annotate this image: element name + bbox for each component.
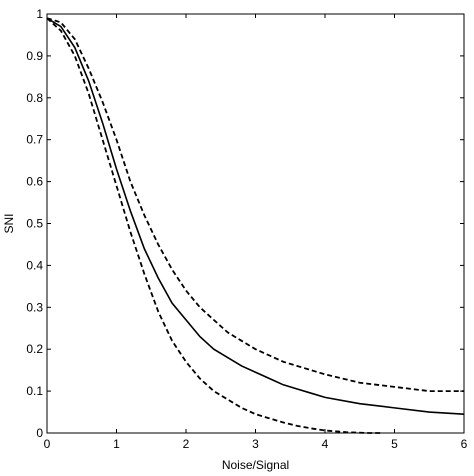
- series-line-1-solid: [46, 17, 465, 415]
- y-tick-label: 0.9: [26, 49, 43, 63]
- x-tick-label: 1: [113, 437, 120, 451]
- x-tick-label: 4: [322, 437, 329, 451]
- x-tick-label: 2: [183, 437, 190, 451]
- plot-area: [47, 14, 464, 433]
- x-tick-label: 5: [391, 437, 398, 451]
- y-tick-label: 1: [36, 7, 43, 21]
- axes: 0 1 2 3 4 5 6 0 0.1 0.2 0.3 0.4 0.5 0.6 0.7 0.8 0.9 1: [26, 7, 467, 451]
- x-tick-label: 0: [44, 437, 51, 451]
- x-tick-label: 3: [252, 437, 259, 451]
- y-axis-title: SNI: [2, 213, 16, 233]
- y-tick-label: 0.7: [26, 133, 43, 147]
- y-tick-label: 0.5: [26, 217, 43, 231]
- y-tick-label: 0.2: [26, 342, 43, 356]
- x-tick-label: 6: [461, 437, 468, 451]
- y-tick-label: 0.6: [26, 175, 43, 189]
- y-tick-label: 0.8: [26, 91, 43, 105]
- y-tick-label: 0: [36, 426, 43, 440]
- series-line-3-dashed: [46, 17, 381, 434]
- y-tick-label: 0.4: [26, 258, 43, 272]
- y-tick-label: 0.1: [26, 384, 43, 398]
- y-tick-label: 0.3: [26, 300, 43, 314]
- series-line-2-dashed: [46, 17, 464, 392]
- x-axis-title: Noise/Signal: [222, 458, 289, 472]
- plot-background: [47, 14, 464, 433]
- series-layer: [46, 17, 465, 434]
